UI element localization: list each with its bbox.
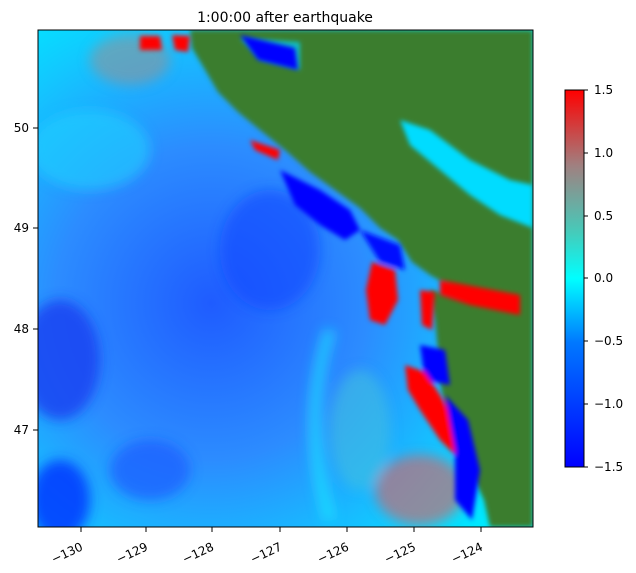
x-tick-label: −125: [382, 540, 418, 567]
x-tick-label: −130: [49, 540, 85, 567]
x-tick-label: −127: [248, 540, 284, 567]
colorbar: 1.5 1.0 0.5 0.0 −0.5 −1.0 −1.5: [564, 83, 623, 474]
colorbar-tick-label: 0.0: [594, 271, 613, 285]
colorbar-tick-label: −1.5: [594, 460, 623, 474]
colorbar-tick: 0.5: [584, 209, 613, 223]
map-title: 1:00:00 after earthquake: [197, 10, 373, 26]
colorbar-tick-label: 0.5: [594, 209, 613, 223]
x-tick-label: −129: [114, 540, 150, 567]
y-tick-label: 48: [14, 322, 29, 336]
x-tick-label: −128: [180, 540, 216, 567]
colorbar-tick-label: 1.0: [594, 146, 613, 160]
x-tick-label: −124: [449, 540, 485, 567]
y-tick-label: 49: [14, 221, 29, 235]
y-tick: 48: [14, 322, 38, 336]
y-tick-label: 50: [14, 121, 29, 135]
x-tick: −124: [449, 527, 485, 566]
colorbar-gradient: [564, 89, 585, 468]
y-tick: 50: [14, 121, 38, 135]
colorbar-tick: −0.5: [584, 334, 623, 348]
x-tick-label: −126: [315, 540, 351, 567]
x-axis: −130 −129 −128 −127 −126 −125 −124: [49, 527, 485, 566]
colorbar-tick: 1.0: [584, 146, 613, 160]
land: [190, 30, 533, 527]
y-tick: 47: [14, 423, 38, 437]
y-axis: 50 49 48 47: [14, 121, 38, 437]
olympic-peninsula: [430, 290, 533, 527]
y-tick-label: 47: [14, 423, 29, 437]
colorbar-tick: 0.0: [584, 271, 613, 285]
x-tick: −130: [49, 527, 85, 566]
colorbar-tick: −1.0: [584, 397, 623, 411]
colorbar-tick: 1.5: [584, 83, 613, 97]
colorbar-tick-label: −1.0: [594, 397, 623, 411]
x-tick: −125: [382, 527, 418, 566]
x-tick: −129: [114, 527, 150, 566]
vancouver-island: [190, 30, 533, 320]
x-tick: −126: [315, 527, 351, 566]
map-frame: [37, 29, 534, 528]
colorbar-tick-label: 1.5: [594, 83, 613, 97]
y-tick: 49: [14, 221, 38, 235]
x-tick: −128: [180, 527, 216, 566]
map-area: [38, 30, 533, 527]
waves: [140, 35, 520, 520]
colorbar-tick: −1.5: [584, 460, 623, 474]
colorbar-tick-label: −0.5: [594, 334, 623, 348]
x-tick: −127: [248, 527, 284, 566]
ocean-texture: [38, 35, 465, 527]
